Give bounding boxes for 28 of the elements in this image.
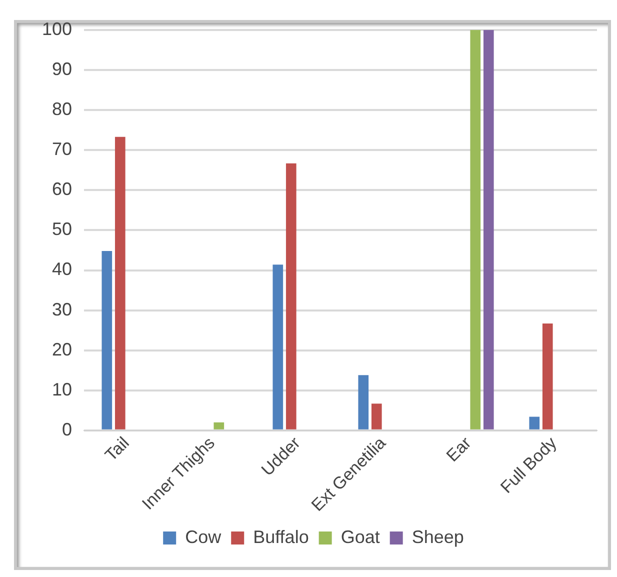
bar (114, 136, 126, 430)
x-tick-label: Ear (442, 433, 476, 466)
bar (358, 375, 369, 430)
x-tick-label: Tail (101, 433, 133, 465)
y-tick-label: 50 (52, 219, 72, 240)
legend-label: Sheep (412, 526, 464, 547)
bar (102, 251, 112, 430)
y-tick-label: 80 (52, 99, 72, 120)
bar (214, 422, 224, 430)
y-tick-label: 90 (52, 59, 72, 80)
y-tick-label: 30 (52, 299, 72, 320)
bar (529, 416, 540, 430)
bar (371, 404, 382, 430)
y-tick-label: 40 (52, 259, 72, 280)
bar (286, 163, 296, 430)
y-tick-label: 20 (52, 339, 72, 360)
bar (470, 30, 481, 430)
legend-label: Cow (185, 526, 222, 547)
bar (483, 30, 494, 430)
legend-label: Goat (340, 526, 380, 547)
legend-label: Buffalo (253, 526, 309, 547)
y-tick-label: 100 (42, 18, 72, 39)
y-tick-label: 0 (62, 419, 72, 440)
bar (542, 324, 553, 430)
y-tick-label: 60 (52, 179, 72, 200)
bar (272, 264, 284, 430)
y-tick-label: 70 (52, 139, 72, 160)
y-tick-label: 10 (52, 379, 72, 400)
